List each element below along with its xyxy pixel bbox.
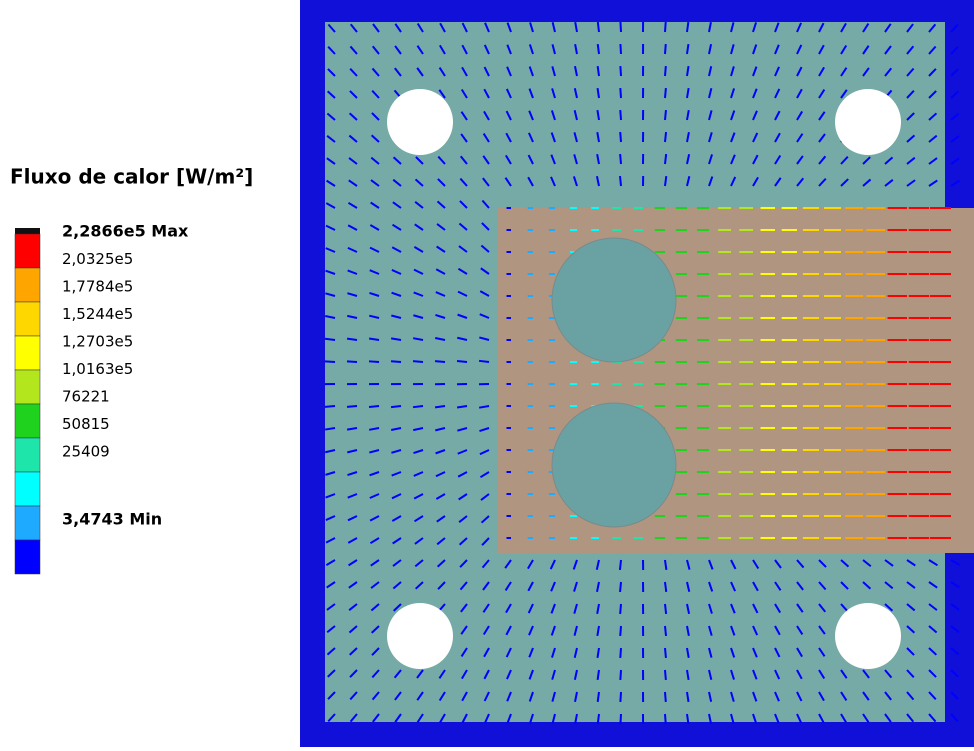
hole — [552, 238, 676, 362]
arrow — [665, 66, 666, 76]
color-band — [15, 234, 40, 268]
arrow — [620, 670, 621, 680]
arrow — [479, 361, 489, 362]
arrow — [665, 110, 666, 120]
arrow — [665, 88, 666, 98]
arrow — [598, 714, 599, 724]
mount-hole — [387, 603, 453, 669]
color-band — [15, 370, 40, 404]
arrow — [665, 582, 666, 592]
arrow — [620, 648, 621, 658]
arrow — [665, 692, 666, 702]
arrow — [665, 604, 666, 614]
arrow — [620, 66, 621, 76]
arrow — [620, 176, 621, 186]
legend-title: Fluxo de calor [W/m²] — [10, 165, 253, 189]
legend-label: 1,7784e5 — [62, 278, 133, 296]
arrow — [347, 339, 357, 340]
arrow — [620, 132, 621, 142]
arrow — [435, 406, 445, 407]
legend-label: 3,4743 Min — [62, 510, 162, 529]
color-band — [15, 302, 40, 336]
arrow — [687, 714, 688, 724]
hole — [552, 403, 676, 527]
arrow — [391, 361, 401, 362]
arrow — [620, 560, 621, 570]
legend-label: 2,0325e5 — [62, 250, 133, 268]
arrow — [413, 406, 423, 407]
arrow — [435, 361, 445, 362]
model-view — [300, 0, 974, 747]
legend: 2,2866e5 Max 2,0325e5 1,7784e5 1,5244e5 1,27… — [15, 222, 189, 575]
arrow — [687, 44, 688, 54]
legend-label: 1,5244e5 — [62, 305, 133, 323]
arrow — [598, 670, 599, 680]
legend-label: 50815 — [62, 415, 110, 433]
color-band — [15, 540, 40, 574]
arrow — [391, 406, 401, 407]
legend-label: 25409 — [62, 443, 110, 461]
legend-label: 1,2703e5 — [62, 333, 133, 351]
arrow — [665, 132, 666, 142]
arrow — [325, 361, 335, 362]
mount-hole — [835, 89, 901, 155]
mount-hole — [387, 89, 453, 155]
arrow — [598, 44, 599, 54]
arrow — [369, 406, 379, 407]
arrow — [620, 154, 621, 164]
arrow — [620, 692, 621, 702]
arrow — [457, 361, 467, 362]
arrow — [620, 626, 621, 636]
color-band — [15, 506, 40, 540]
arrow — [325, 339, 335, 340]
arrow — [687, 22, 688, 32]
arrow — [665, 154, 666, 164]
arrow — [347, 406, 357, 407]
color-band — [15, 438, 40, 472]
color-band — [15, 336, 40, 370]
arrow — [598, 88, 599, 98]
color-band — [15, 268, 40, 302]
arrow — [665, 560, 666, 570]
arrow — [665, 626, 666, 636]
arrow — [598, 66, 599, 76]
mount-hole — [835, 603, 901, 669]
arrow — [413, 361, 423, 362]
arrow — [620, 44, 621, 54]
color-bar-top — [15, 228, 40, 234]
arrow — [620, 582, 621, 592]
arrow — [620, 604, 621, 614]
arrow — [369, 361, 379, 362]
arrow — [665, 176, 666, 186]
arrow — [598, 692, 599, 702]
arrow — [325, 406, 335, 407]
legend-label: 1,0163e5 — [62, 360, 133, 378]
arrow — [665, 22, 666, 32]
color-band — [15, 472, 40, 506]
arrow — [598, 22, 599, 32]
arrow — [620, 714, 621, 724]
arrow — [665, 670, 666, 680]
color-band — [15, 404, 40, 438]
arrow — [665, 44, 666, 54]
legend-label: 2,2866e5 Max — [62, 222, 189, 241]
arrow — [620, 22, 621, 32]
arrow — [620, 110, 621, 120]
arrow — [665, 714, 666, 724]
legend-label: 76221 — [62, 388, 110, 406]
arrow — [665, 648, 666, 658]
arrow — [347, 361, 357, 362]
arrow — [620, 88, 621, 98]
